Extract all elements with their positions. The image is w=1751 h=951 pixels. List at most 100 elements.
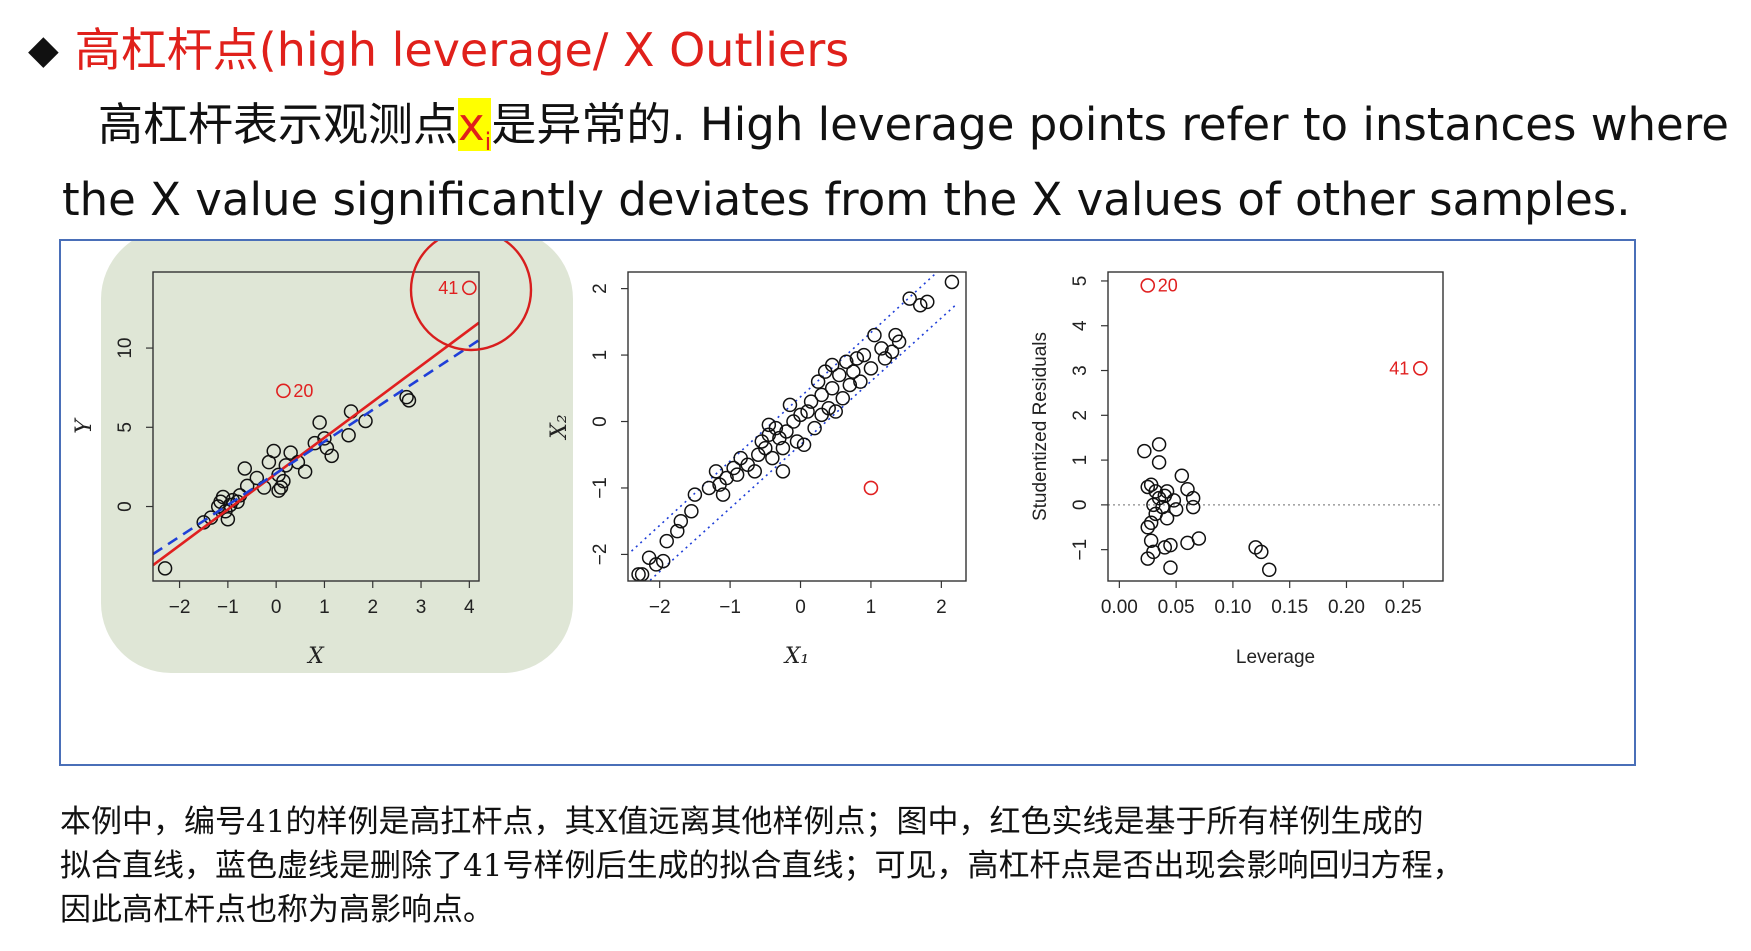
data-point <box>902 291 917 306</box>
data-point <box>810 374 826 389</box>
outlier-label: 20 <box>293 381 313 401</box>
x-tick-label: −1 <box>217 597 239 618</box>
data-point <box>842 377 858 393</box>
data-point <box>1191 531 1207 546</box>
caption-line: 因此高杠杆点也称为高影响点。 <box>60 892 494 928</box>
caption-line: 拟合直线，蓝色虚线是删除了41号样例后生成的拟合直线；可见，高杠杆点是否出现会影… <box>60 848 1464 884</box>
x-axis-label: Leverage <box>1236 647 1315 668</box>
data-point <box>729 467 745 482</box>
data-point <box>401 393 417 408</box>
x-axis-label: X <box>306 644 325 669</box>
data-point <box>1151 437 1167 452</box>
data-point <box>800 404 815 419</box>
data-point <box>670 523 685 539</box>
data-point <box>856 347 872 363</box>
variable-x: x <box>458 98 485 151</box>
data-point <box>828 404 843 419</box>
intro-paragraph: 高杠杆表示观测点xi是异常的. High leverage points ref… <box>62 96 1732 229</box>
x-tick-label: 2 <box>367 597 378 618</box>
chart-3: 20 41 0.00 0.05 0.10 0.15 0.20 0.25 −1 0 1 2 3 4 5 Leve… <box>1030 271 1444 668</box>
y-tick-label: 3 <box>1070 365 1091 376</box>
data-point <box>867 327 882 343</box>
heading-text: 高杠杆点(high leverage/ X Outliers <box>74 23 850 77</box>
plot-frame <box>1107 271 1444 582</box>
data-point <box>832 367 847 383</box>
fit-line-all <box>153 321 479 567</box>
chart-1: 41 20 −2 −1 0 1 2 3 4 0 5 10 X Y <box>72 271 480 669</box>
slide-heading: ◆ 高杠杆点(high leverage/ X Outliers <box>28 20 849 80</box>
x-tick-label: 2 <box>936 597 947 618</box>
data-point <box>1185 499 1201 515</box>
caption-line: 本例中，编号41的样例是高扛杆点，其X值远离其他样例点；图中，红色实线是基于所有… <box>60 804 1424 840</box>
x-tick-label: −1 <box>719 597 741 618</box>
data-point <box>1159 511 1175 526</box>
outlier-label: 41 <box>1389 358 1409 378</box>
data-point <box>399 389 414 405</box>
x-tick-label: 0.00 <box>1101 597 1138 618</box>
data-point <box>157 561 173 576</box>
data-point <box>659 533 674 549</box>
data-point <box>944 274 960 290</box>
data-point <box>1143 515 1159 531</box>
intro-line-2: the X value significantly deviates from … <box>62 173 1631 226</box>
data-point <box>807 420 822 436</box>
variable-subscript: i <box>484 128 492 156</box>
data-point <box>1262 562 1277 578</box>
x-tick-label: 0 <box>271 597 282 618</box>
data-point <box>789 434 805 449</box>
data-point <box>758 440 773 456</box>
data-point <box>761 417 777 433</box>
data-point <box>1163 560 1178 575</box>
intro-part2: 是异常的. High leverage points refer to inst… <box>491 98 1729 151</box>
y-tick-label: 5 <box>1070 276 1091 287</box>
data-point <box>715 487 731 502</box>
chart-2: −2 −1 0 1 2 −2 −1 0 1 2 X₁ X₂ <box>547 271 967 669</box>
data-point <box>814 387 829 403</box>
data-point <box>655 553 671 569</box>
plot-area <box>630 272 960 581</box>
outlier-label: 41 <box>438 278 458 298</box>
x-tick-label: 0.15 <box>1271 597 1308 618</box>
data-point <box>220 511 236 527</box>
y-tick-label: −1 <box>1070 539 1091 561</box>
data-point <box>747 464 762 479</box>
caption: 本例中，编号41的样例是高扛杆点，其X值远离其他样例点；图中，红色实线是基于所有… <box>60 800 1740 932</box>
data-point <box>779 424 794 439</box>
y-tick-label: −1 <box>590 477 611 499</box>
outlier-point <box>462 280 477 296</box>
data-point <box>1254 544 1269 560</box>
x-tick-label: −2 <box>169 597 191 618</box>
data-point <box>863 361 879 376</box>
y-tick-label: 5 <box>115 422 136 433</box>
data-point <box>1166 493 1182 508</box>
data-point <box>846 364 861 379</box>
data-point <box>1140 479 1155 495</box>
y-axis-label: Studentized Residuals <box>1030 332 1051 521</box>
data-point <box>312 415 327 430</box>
x-tick-label: 3 <box>416 597 427 618</box>
highlighted-variable: xi <box>458 98 492 156</box>
data-point <box>237 461 253 476</box>
x-tick-label: 1 <box>319 597 330 618</box>
x-tick-label: 0.25 <box>1385 597 1422 618</box>
data-point <box>297 464 313 479</box>
data-point <box>835 391 851 406</box>
data-point <box>701 480 717 496</box>
y-tick-label: 4 <box>1070 320 1091 331</box>
data-point <box>1148 484 1163 499</box>
y-tick-label: 1 <box>1070 455 1091 466</box>
data-point <box>849 351 865 366</box>
data-point <box>1137 443 1152 459</box>
data-point <box>1140 520 1155 535</box>
outlier-label: 20 <box>1158 275 1178 295</box>
diamond-bullet-icon: ◆ <box>28 27 59 73</box>
confidence-band-line <box>630 272 939 552</box>
data-point <box>874 341 889 356</box>
data-point <box>1151 455 1167 470</box>
data-point <box>673 513 689 529</box>
y-axis-label: X₂ <box>547 414 572 440</box>
data-point <box>684 503 699 519</box>
y-tick-label: 2 <box>590 283 611 294</box>
y-axis-label: Y <box>72 417 97 434</box>
